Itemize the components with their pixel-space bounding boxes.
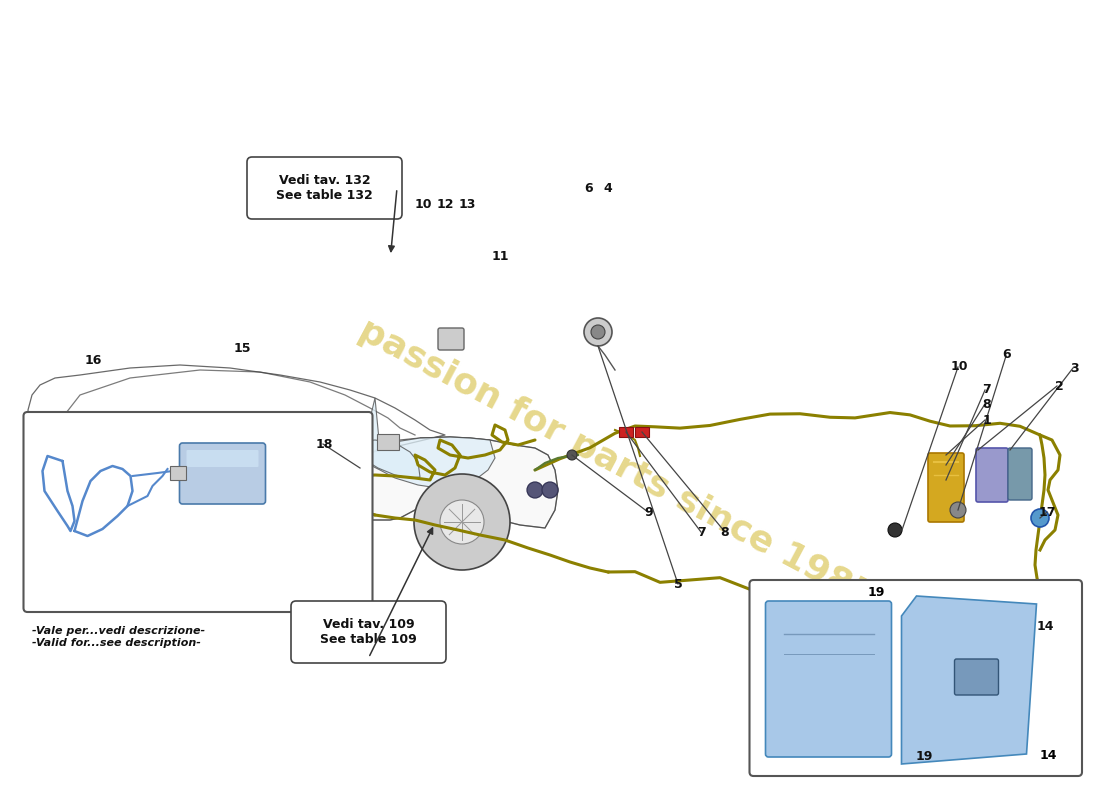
Text: 19: 19 [915, 750, 933, 762]
Text: -Vale per...vedi descrizione-
-Valid for...see description-: -Vale per...vedi descrizione- -Valid for… [33, 626, 206, 648]
Circle shape [591, 325, 605, 339]
Text: Vedi tav. 132
See table 132: Vedi tav. 132 See table 132 [276, 174, 373, 202]
FancyBboxPatch shape [619, 427, 632, 437]
Circle shape [414, 474, 510, 570]
Text: 13: 13 [459, 198, 476, 210]
Text: 6: 6 [584, 182, 593, 194]
Text: 11: 11 [492, 250, 509, 262]
Text: 2: 2 [1055, 380, 1064, 393]
Polygon shape [902, 596, 1036, 764]
Circle shape [584, 318, 612, 346]
Circle shape [236, 474, 333, 570]
Text: 1: 1 [982, 414, 991, 426]
Text: 15: 15 [233, 342, 251, 354]
Text: 7: 7 [982, 383, 991, 396]
Text: 10: 10 [415, 198, 432, 210]
Text: 4: 4 [604, 182, 613, 194]
Circle shape [440, 500, 484, 544]
FancyBboxPatch shape [248, 157, 402, 219]
Polygon shape [360, 398, 495, 488]
Text: Vedi tav. 109
See table 109: Vedi tav. 109 See table 109 [320, 618, 417, 646]
FancyBboxPatch shape [292, 601, 446, 663]
Text: 9: 9 [645, 506, 653, 518]
Text: 18: 18 [316, 438, 333, 450]
FancyBboxPatch shape [169, 466, 186, 480]
FancyBboxPatch shape [976, 448, 1008, 502]
Circle shape [542, 482, 558, 498]
FancyBboxPatch shape [187, 450, 258, 467]
Polygon shape [345, 440, 420, 478]
Text: 8: 8 [982, 398, 991, 410]
Text: passion for parts since 1985: passion for parts since 1985 [353, 314, 879, 614]
Text: 6: 6 [1002, 348, 1011, 361]
FancyBboxPatch shape [928, 453, 964, 522]
Text: 19: 19 [867, 586, 884, 599]
Polygon shape [310, 455, 332, 465]
Circle shape [1031, 509, 1049, 527]
Text: 5: 5 [674, 578, 683, 590]
Polygon shape [45, 437, 558, 545]
FancyBboxPatch shape [179, 443, 265, 504]
FancyBboxPatch shape [377, 434, 399, 450]
Text: 8: 8 [720, 526, 729, 538]
FancyBboxPatch shape [438, 328, 464, 350]
FancyBboxPatch shape [955, 659, 999, 695]
Text: 14: 14 [1036, 620, 1054, 633]
Circle shape [527, 482, 543, 498]
FancyBboxPatch shape [749, 580, 1082, 776]
Text: 17: 17 [1038, 506, 1056, 518]
FancyBboxPatch shape [23, 412, 373, 612]
Text: 10: 10 [950, 360, 968, 373]
Circle shape [566, 450, 578, 460]
Text: 7: 7 [697, 526, 706, 538]
Circle shape [950, 502, 966, 518]
FancyBboxPatch shape [635, 427, 649, 437]
Text: 3: 3 [1070, 362, 1079, 374]
FancyBboxPatch shape [766, 601, 891, 757]
Text: 16: 16 [85, 354, 102, 366]
Circle shape [263, 500, 307, 544]
FancyBboxPatch shape [1008, 448, 1032, 500]
Circle shape [888, 523, 902, 537]
Text: 14: 14 [1040, 749, 1057, 762]
Text: 12: 12 [437, 198, 454, 210]
